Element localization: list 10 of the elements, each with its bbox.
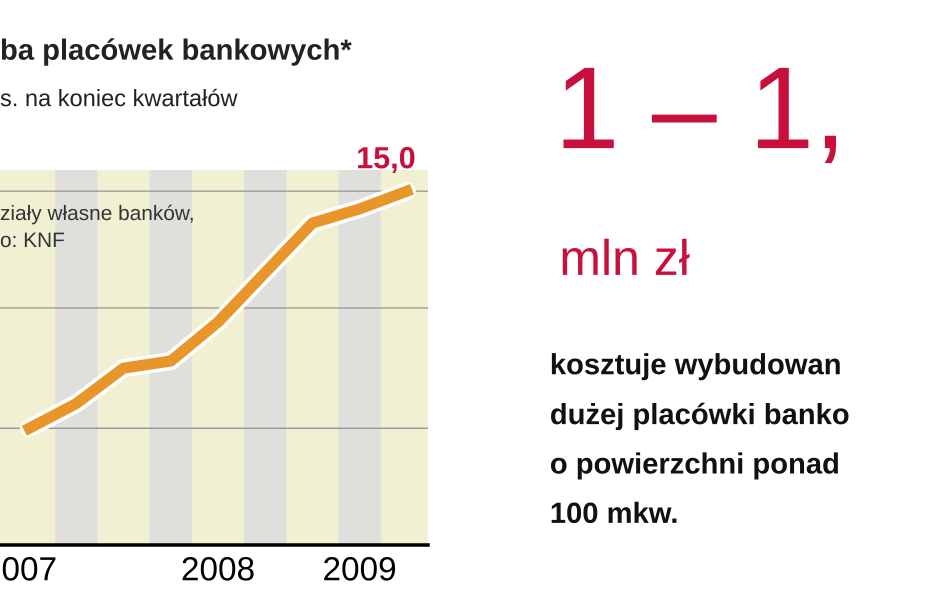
x-tick-label: 007 [2, 556, 56, 581]
text: 1 – 1, [563, 68, 836, 164]
chart-title: ba placówek bankowych* [2, 38, 352, 66]
text: 15,0 [358, 146, 414, 173]
x-tick-label: 2008 [182, 556, 254, 581]
chart-subtitle: s. na koniec kwartałów [0, 88, 238, 106]
text: mln zł [562, 238, 690, 275]
x-tick-label: 2009 [324, 556, 396, 581]
annotation: ziały własne banków, o: KNF [0, 204, 193, 248]
text: kosztuje wybudowan dużej placówki banko o powierzchni ponad 100 mkw. [550, 353, 849, 524]
